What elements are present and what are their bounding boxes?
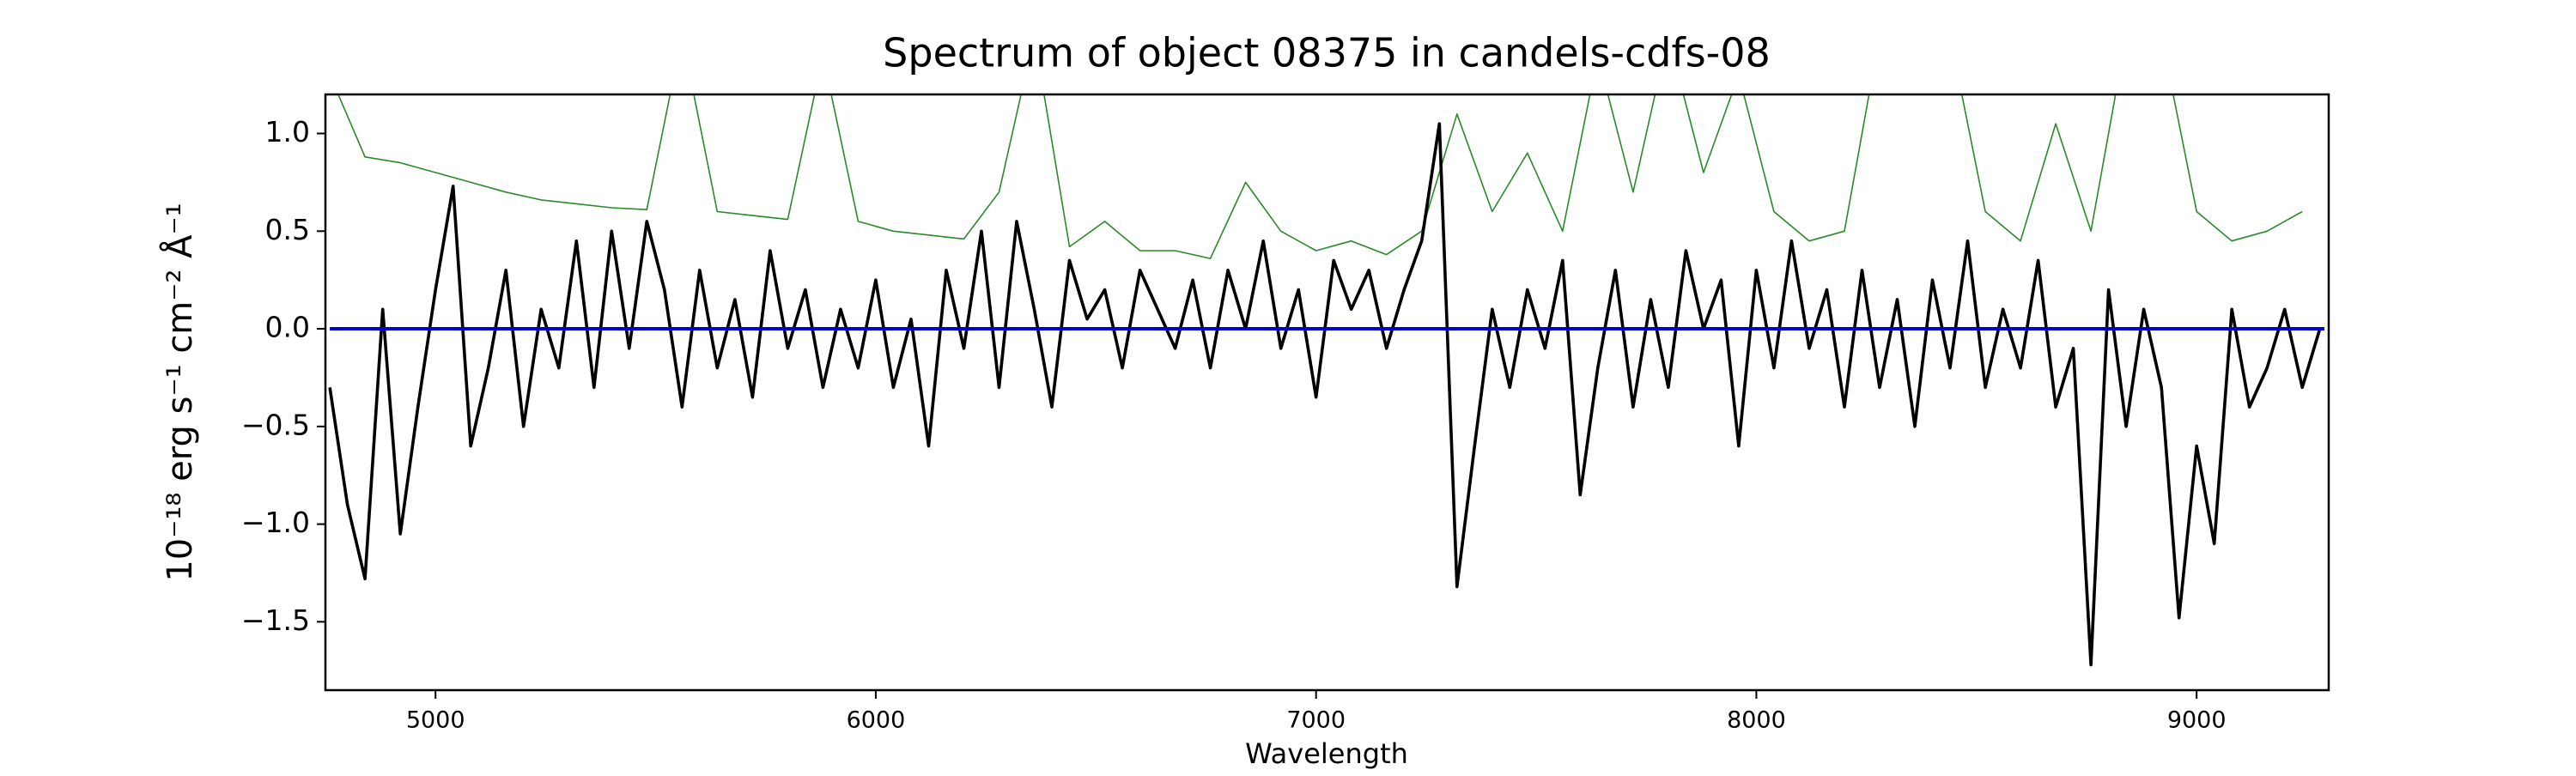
y-tick-label: −1.0 bbox=[241, 506, 310, 539]
x-tick-label: 6000 bbox=[847, 707, 906, 734]
series-line bbox=[328, 122, 2322, 667]
x-tick-label: 8000 bbox=[1727, 707, 1786, 734]
series-line bbox=[337, 94, 2303, 259]
y-tick-label: −0.5 bbox=[241, 408, 310, 441]
y-axis-label: 10⁻¹⁸ erg s⁻¹ cm⁻² Å⁻¹ bbox=[159, 203, 200, 581]
y-tick-label: 1.0 bbox=[265, 115, 310, 149]
chart-title: Spectrum of object 08375 in candels-cdfs… bbox=[883, 30, 1771, 76]
plot-area bbox=[328, 94, 2324, 667]
y-tick-label: −1.5 bbox=[241, 603, 310, 637]
x-tick-label: 5000 bbox=[406, 707, 465, 734]
x-tick-label: 7000 bbox=[1286, 707, 1346, 734]
y-tick-label: 0.5 bbox=[265, 213, 310, 246]
x-axis-label: Wavelength bbox=[1245, 737, 1408, 770]
y-tick-label: 0.0 bbox=[265, 311, 310, 344]
x-tick-label: 9000 bbox=[2167, 707, 2227, 734]
plot-frame bbox=[324, 93, 2330, 692]
